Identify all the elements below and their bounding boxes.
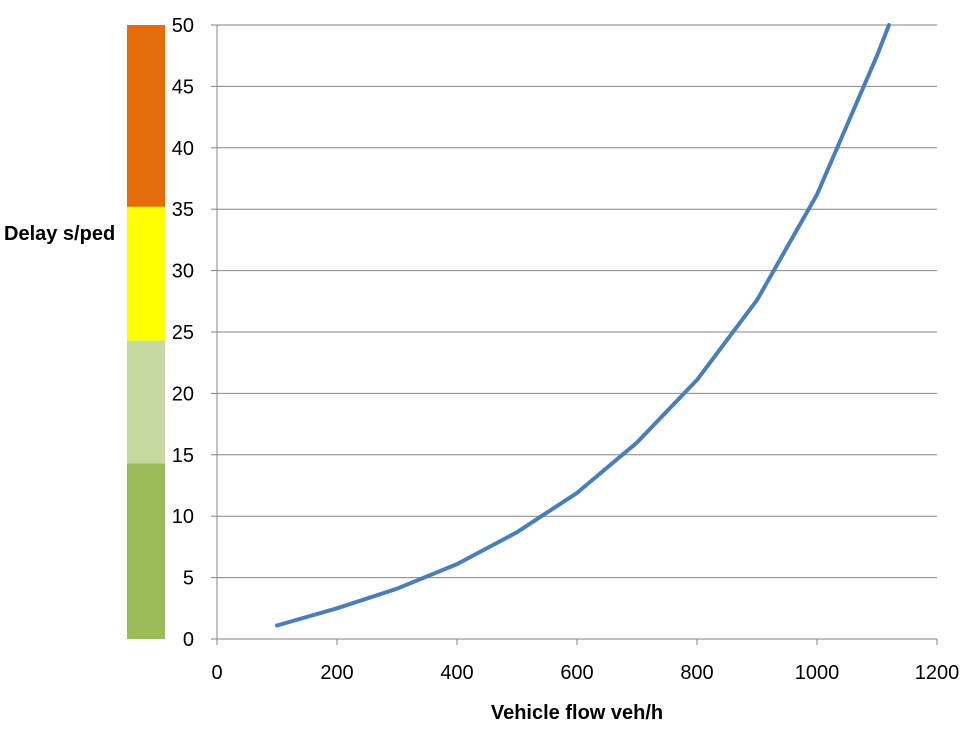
los-band-1 (127, 463, 165, 639)
y-tick-label-45: 45 (172, 76, 194, 98)
los-band-2 (127, 340, 165, 464)
x-tick-label-600: 600 (560, 662, 593, 684)
x-tick-label-800: 800 (680, 662, 713, 684)
series-line-1 (275, 23, 891, 628)
y-tick-label-30: 30 (172, 261, 194, 283)
y-tick-label-50: 50 (172, 15, 194, 37)
y-tick-label-10: 10 (172, 506, 194, 528)
y-tick-label-20: 20 (172, 383, 194, 405)
level-of-service-bands (127, 25, 165, 639)
y-tick-label-5: 5 (183, 568, 194, 590)
los-band-3 (127, 206, 165, 341)
x-tick-label-0: 0 (211, 662, 222, 684)
y-axis-title: Delay s/ped (4, 223, 115, 245)
x-tick-label-1000: 1000 (795, 662, 840, 684)
x-axis-title: Vehicle flow veh/h (491, 702, 663, 724)
axes (211, 24, 938, 645)
tick-labels: 0 5 10 15 20 25 30 35 40 45 50 0 200 400 600 800 1000 120… (172, 15, 960, 684)
x-tick-label-1200: 1200 (915, 662, 960, 684)
los-band-4 (127, 25, 165, 207)
y-tick-label-35: 35 (172, 199, 194, 221)
y-tick-label-0: 0 (183, 629, 194, 651)
x-tick-label-200: 200 (320, 662, 353, 684)
y-tick-label-25: 25 (172, 322, 194, 344)
gridlines (217, 24, 937, 579)
y-tick-label-15: 15 (172, 445, 194, 467)
x-tick-label-400: 400 (440, 662, 473, 684)
y-tick-label-40: 40 (172, 138, 194, 160)
series-layer (275, 23, 891, 628)
